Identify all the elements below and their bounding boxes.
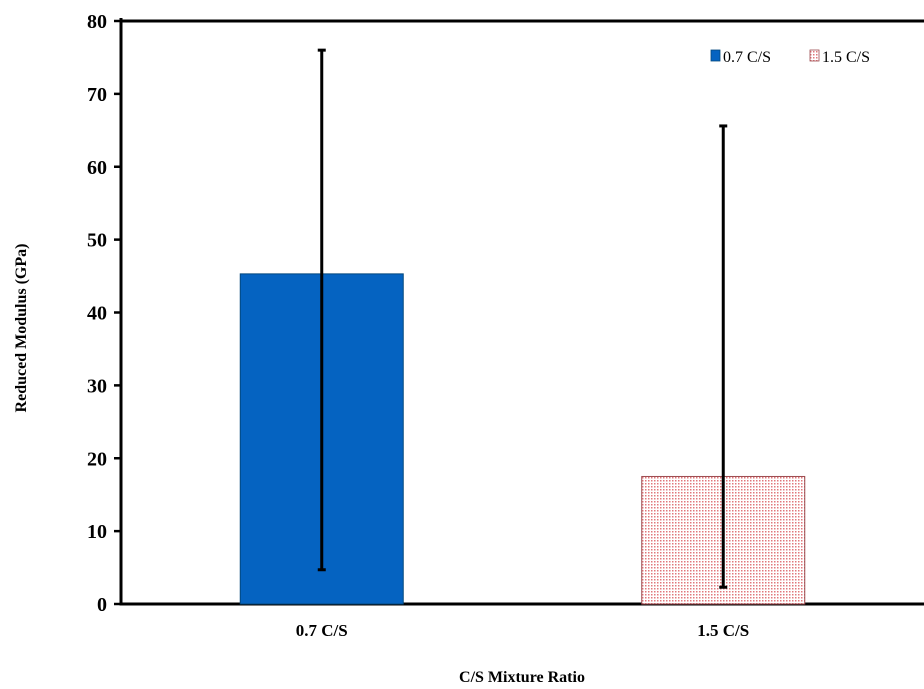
x-tick-label: 0.7 C/S (296, 621, 348, 640)
error-bars (317, 48, 728, 589)
y-tick-label: 0 (97, 594, 107, 616)
y-tick-label: 40 (87, 303, 107, 325)
y-tick-label: 10 (87, 521, 107, 543)
legend: 0.7 C/S 1.5 C/S (710, 49, 870, 66)
y-tick-label: 70 (87, 84, 107, 106)
legend-swatch-1 (809, 49, 820, 62)
y-tick-label: 30 (87, 375, 107, 397)
y-tick-label: 50 (87, 230, 107, 252)
legend-label-0: 0.7 C/S (723, 49, 771, 66)
y-tick-labels: 0 10 20 30 40 50 60 70 80 (87, 11, 121, 616)
legend-swatch-0 (710, 49, 721, 62)
x-tick-labels: 0.7 C/S 1.5 C/S (296, 621, 749, 640)
y-tick-label: 20 (87, 448, 107, 470)
x-axis-title: C/S Mixture Ratio (459, 669, 585, 686)
bars (239, 273, 806, 605)
y-tick-label: 80 (87, 11, 107, 33)
legend-label-1: 1.5 C/S (822, 49, 870, 66)
y-tick-label: 60 (87, 157, 107, 179)
y-axis-title: Reduced Modulus (GPa) (13, 244, 30, 413)
x-tick-label: 1.5 C/S (697, 621, 749, 640)
